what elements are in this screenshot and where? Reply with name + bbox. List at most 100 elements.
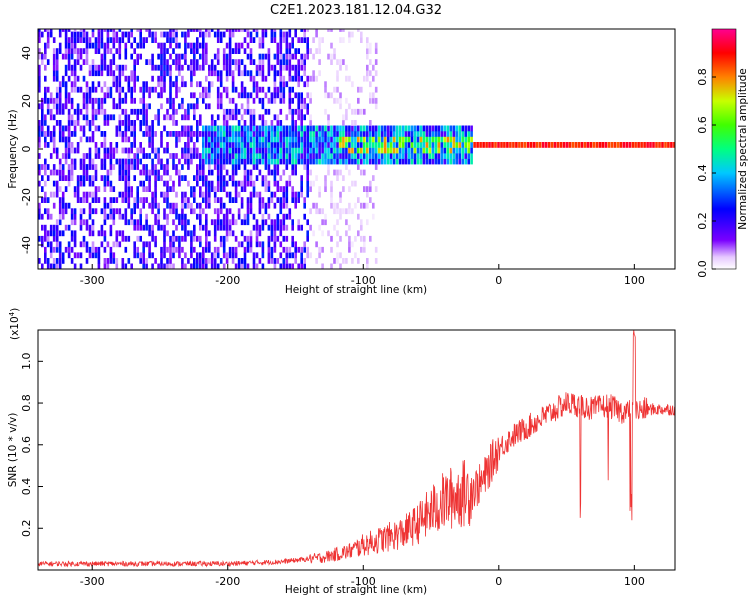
spectrogram-cell [267,252,271,259]
spectrogram-cell [88,92,92,99]
spectrogram-cell [163,252,166,259]
spectrogram-cell [252,142,256,148]
spectrogram-cell [166,108,169,115]
spectrogram-cell [94,246,98,253]
spectrogram-cell [222,120,226,126]
spectrogram-cell [160,70,163,77]
spectrogram-cell [339,252,342,259]
spectrogram-cell [249,108,253,115]
spectrogram-cell [133,120,136,126]
spectrogram-cell [210,158,214,165]
spectrogram-cell [228,97,232,104]
spectrogram-cell [160,224,163,231]
spectrogram-cell [100,224,104,231]
spectrogram-cell [190,153,193,159]
spectrogram-cell [345,136,348,143]
spectrogram-cell [297,125,300,132]
spectrogram-cell [374,97,378,104]
spectrogram-cell [285,64,289,71]
spectrogram-cell [213,64,217,71]
spectrogram-cell [416,125,420,132]
spectrogram-cell [109,197,113,203]
spectrogram-cell [437,136,441,143]
spectrogram-cell [300,37,303,43]
spectrogram-cell [172,131,175,137]
spectrogram-cell [231,48,235,54]
spectrogram-cell [279,186,283,192]
spectrogram-cell [273,142,277,148]
spectrogram-cell [294,241,297,248]
spectrogram-cell [252,164,256,170]
spectrogram-cell [142,120,145,126]
spectrogram-cell [279,136,283,143]
spectrogram-cell [38,169,41,176]
spectrogram-cell [91,246,95,253]
spectrogram-cell [294,75,297,82]
spectrogram-cell [437,125,441,132]
spectrogram-cell [234,103,238,110]
spectrogram-cell [255,147,259,154]
spectrogram-cell [210,64,214,71]
spectrogram-cell [521,142,524,148]
spectrogram-cell [148,142,151,148]
spectrogram-cell [410,147,414,154]
spectrogram-cell [169,29,172,32]
spectrogram-cell [130,191,133,198]
spectrogram-cell [88,147,92,154]
spectrogram-cell [85,153,89,159]
spectrogram-cell [184,108,187,115]
spectrogram-cell [103,142,107,148]
spectrogram-cell [324,180,327,187]
spectrogram-cell [306,169,309,176]
spectrogram-cell [169,131,172,137]
spectrogram-cell [181,53,184,60]
spectrogram-cell [112,75,116,82]
spectrogram-cell [428,158,432,165]
spectrogram-cell [288,75,292,82]
spectrogram-cell [85,114,89,121]
spectrogram-cell [228,208,232,215]
spectrogram-cell [306,37,309,43]
spectrogram-cell [127,153,131,159]
spectrogram-cell [455,136,458,143]
spectrogram-cell [115,131,119,137]
spectrogram-cell [100,241,104,248]
spectrogram-cell [130,158,133,165]
spectrogram-cell [407,125,411,132]
spectrogram-cell [64,186,68,192]
spectrogram-cell [306,235,309,242]
spectrogram-cell [410,158,414,165]
spectrogram-xlabel: Height of straight line (km) [285,284,427,296]
spectrogram-cell [106,169,110,176]
spectrogram-cell [234,64,238,71]
spectrogram-cell [109,158,113,165]
spectrogram-cell [196,59,199,65]
spectrogram-cell [82,164,86,170]
spectrogram-cell [431,158,435,165]
spectrogram-cell [166,48,169,54]
spectrogram-cell [184,125,187,132]
spectrogram-cell [172,81,175,88]
spectrogram-cell [41,186,44,192]
spectrogram-cell [46,37,50,43]
spectrogram-cell [88,42,92,49]
spectrogram-cell [202,142,205,148]
spectrogram-cell [270,64,274,71]
spectrogram-cell [246,169,250,176]
spectrogram-cell [374,86,378,93]
spectrogram-cell [163,224,166,231]
spectrogram-cell [127,75,131,82]
spectrogram-cell [79,164,83,170]
spectrogram-cell [419,158,423,165]
spectrogram-cell [73,31,77,38]
spectrogram-cell [41,114,44,121]
spectrogram-cell [276,147,280,154]
spectrogram-cell [130,263,133,269]
spectrogram-cell [202,169,205,176]
spectrogram-cell [190,42,193,49]
spectrogram-cell [46,86,50,93]
spectrogram-cell [303,246,306,253]
spectrogram-cell [124,186,128,192]
spectrogram-cell [398,131,402,137]
spectrogram-cell [458,153,461,159]
